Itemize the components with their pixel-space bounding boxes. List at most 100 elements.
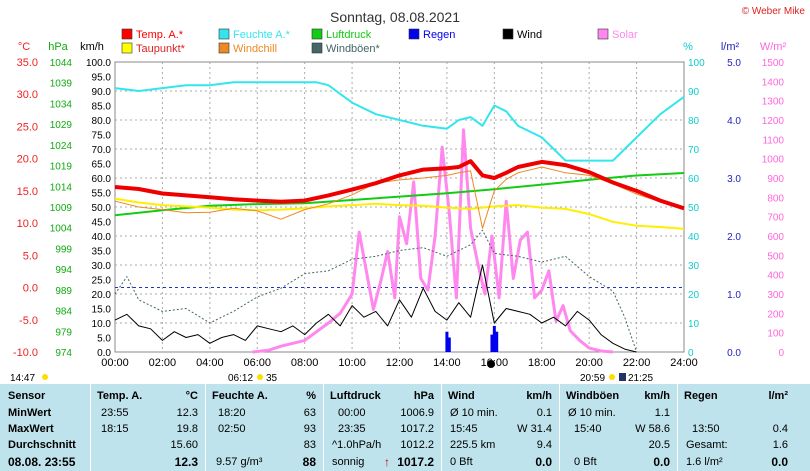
- legend-swatch: [218, 28, 230, 40]
- hum-unit-label: %: [683, 41, 693, 53]
- press-tick-label: 989: [55, 286, 72, 297]
- press-tick-label: 1024: [50, 141, 73, 152]
- wind-tick-label: 95.0: [92, 73, 112, 84]
- col-gust: Windböen km/h Ø 10 min. 1.1 15:40 W 58.6…: [559, 384, 678, 471]
- hum-avg-value: 83: [303, 439, 316, 451]
- gust-max-time: 15:40: [574, 423, 602, 435]
- rain-tick-label: 5.0: [727, 58, 741, 69]
- legend-swatch: [121, 28, 133, 40]
- legend-label: Regen: [423, 29, 455, 41]
- x-tick-label: 24:00: [670, 357, 698, 369]
- legend-label: Taupunkt*: [136, 43, 186, 55]
- hum-min-value: 63: [303, 407, 316, 419]
- hum-unit-header: %: [306, 390, 316, 402]
- temp-tick-label: 25.0: [17, 121, 38, 133]
- hum-tick-label: 50: [688, 203, 700, 214]
- press-now-text: sonnig: [332, 456, 365, 468]
- hum-now-extra: 9.57 g/m³: [216, 456, 263, 468]
- solar-unit-label: W/m²: [760, 41, 787, 53]
- temp-min-value: 12.3: [176, 407, 198, 419]
- series-luftdruck: [114, 172, 685, 217]
- gust-header: Windböen: [566, 390, 620, 402]
- solar-tick-label: 1500: [762, 58, 785, 69]
- series-temp-a: [114, 159, 685, 211]
- tick-labels: 35.0 30.0 25.0 20.0 15.0 10.0 5.0 0.0 -5.0 -10.0 1…: [13, 57, 785, 369]
- wind-tick-label: 50.0: [92, 203, 112, 214]
- rain-total-value: 1.6: [772, 439, 788, 451]
- wind-tick-label: 30.0: [92, 261, 112, 272]
- rain-tick-label: 2.0: [727, 232, 741, 243]
- solar-tick-label: 0: [778, 348, 784, 359]
- min-label: MinWert: [8, 407, 52, 419]
- moon-icon: [619, 373, 626, 381]
- col-sensor: Sensor MinWert MaxWert Durchschnitt 08.0…: [0, 384, 90, 471]
- wind-tick-label: 55.0: [92, 189, 112, 200]
- temp-tick-label: 10.0: [17, 218, 38, 230]
- x-tick-label: 04:00: [196, 357, 224, 369]
- legend-swatch: [218, 42, 230, 54]
- series-solar: [252, 128, 614, 354]
- legend-label: Solar: [612, 29, 638, 41]
- rain-tick-label: 0.0: [727, 348, 741, 359]
- press-unit-header: hPa: [413, 390, 434, 402]
- wind-min-value: 0.1: [536, 407, 552, 419]
- left-time-label: 14:47: [10, 373, 35, 384]
- wind-unit-header: km/h: [526, 390, 552, 402]
- col-hum: Feuchte A. % 18:20 63 02:50 93 83 9.57 g…: [205, 384, 324, 471]
- temp-tick-label: -5.0: [19, 315, 38, 327]
- rain-bar: [445, 331, 449, 352]
- wind-max-value: W 31.4: [517, 423, 552, 435]
- avg-label: Durchschnitt: [8, 439, 76, 451]
- copyright-label: © Weber Mike: [742, 6, 806, 17]
- press-tick-label: 974: [55, 348, 72, 359]
- hum-tick-label: 80: [688, 116, 700, 127]
- press-min-value: 1006.9: [400, 407, 434, 419]
- series-wind: [114, 264, 637, 353]
- series-taupunkt: [114, 197, 685, 230]
- solar-tick-label: 300: [767, 290, 784, 301]
- press-tick-label: 1044: [50, 58, 73, 69]
- temp-tick-label: 15.0: [17, 186, 38, 198]
- wind-tick-label: 15.0: [92, 305, 112, 316]
- x-tick-label: 20:00: [575, 357, 603, 369]
- x-tick-label: 22:00: [623, 357, 651, 369]
- x-tick-label: 02:00: [149, 357, 177, 369]
- hum-max-value: 93: [303, 423, 316, 435]
- solar-tick-label: 1300: [762, 97, 785, 108]
- wind-tick-label: 10.0: [92, 319, 112, 330]
- wind-now-text: 0 Bft: [450, 456, 473, 468]
- x-tick-label: 10:00: [338, 357, 366, 369]
- rain-tick-label: 4.0: [727, 116, 741, 127]
- rain-max-value: 0.4: [772, 423, 788, 435]
- press-header: Luftdruck: [330, 390, 381, 402]
- temp-header: Temp. A.: [97, 390, 143, 402]
- col-rain: Regen l/m² 13:50 0.4 Gesamt: 1.6 1.6 l/m…: [677, 384, 796, 471]
- solar-tick-label: 1100: [762, 135, 784, 146]
- gust-now-text: 0 Bft: [574, 456, 597, 468]
- press-tick-label: 984: [55, 307, 72, 318]
- gust-avg-value: 20.5: [648, 439, 670, 451]
- wind-tick-label: 85.0: [92, 102, 112, 113]
- wind-tick-label: 80.0: [92, 116, 112, 127]
- press-trend: ^1.0hPa/h: [332, 439, 382, 451]
- solar-tick-label: 200: [767, 309, 784, 320]
- weather-chart: Sonntag, 08.08.2021 © Weber Mike Temp. A…: [10, 6, 806, 384]
- legend: Temp. A.* Feuchte A.* Luftdruck Regen Wind So…: [121, 28, 638, 55]
- legend-label: Feuchte A.*: [233, 29, 291, 41]
- chart-title: Sonntag, 08.08.2021: [330, 9, 460, 25]
- wind-header: Wind: [448, 390, 475, 402]
- hum-tick-label: 20: [688, 290, 700, 301]
- press-tick-label: 994: [55, 265, 72, 276]
- wind-tick-label: 100.0: [86, 58, 111, 69]
- legend-label: Temp. A.*: [136, 29, 184, 41]
- temp-tick-label: 35.0: [17, 57, 38, 69]
- wind-tick-label: 75.0: [92, 131, 112, 142]
- moon-phase-icon: [487, 360, 495, 368]
- col-press: Luftdruck hPa 00:00 1006.9 23:35 1017.2 …: [323, 384, 442, 471]
- temp-min-time: 23:55: [101, 407, 129, 419]
- press-avg-value: 1012.2: [400, 439, 434, 451]
- solar-tick-label: 400: [767, 271, 784, 282]
- wind-tick-label: 45.0: [92, 218, 112, 229]
- press-unit-label: hPa: [48, 41, 68, 53]
- sensor-header: Sensor: [8, 390, 46, 402]
